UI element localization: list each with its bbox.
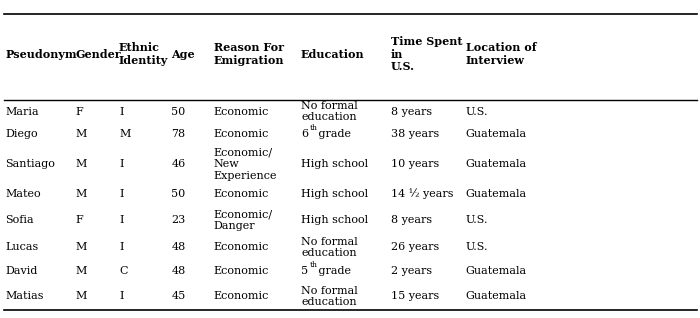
Text: Economic: Economic: [214, 242, 269, 252]
Text: M: M: [76, 266, 87, 276]
Text: Education: Education: [301, 49, 365, 59]
Text: F: F: [76, 215, 83, 225]
Text: Reason For
Emigration: Reason For Emigration: [214, 42, 284, 66]
Text: Gender: Gender: [76, 49, 121, 59]
Text: 6: 6: [301, 129, 308, 139]
Text: Guatemala: Guatemala: [466, 189, 526, 199]
Text: 46: 46: [172, 159, 186, 169]
Text: 50: 50: [172, 107, 186, 117]
Text: 26 years: 26 years: [391, 242, 439, 252]
Text: M: M: [76, 189, 87, 199]
Text: 23: 23: [172, 215, 186, 225]
Text: M: M: [76, 129, 87, 139]
Text: 15 years: 15 years: [391, 291, 439, 301]
Text: U.S.: U.S.: [466, 107, 488, 117]
Text: 5: 5: [301, 266, 308, 276]
Text: Guatemala: Guatemala: [466, 266, 526, 276]
Text: M: M: [76, 242, 87, 252]
Text: M: M: [119, 129, 130, 139]
Text: Age: Age: [172, 49, 195, 59]
Text: I: I: [119, 215, 123, 225]
Text: I: I: [119, 242, 123, 252]
Text: No formal
education: No formal education: [301, 286, 358, 307]
Text: Economic: Economic: [214, 129, 269, 139]
Text: High school: High school: [301, 215, 368, 225]
Text: High school: High school: [301, 189, 368, 199]
Text: Economic: Economic: [214, 291, 269, 301]
Text: I: I: [119, 107, 123, 117]
Text: grade: grade: [315, 266, 351, 276]
Text: U.S.: U.S.: [466, 215, 488, 225]
Text: 48: 48: [172, 266, 186, 276]
Text: Economic/
Danger: Economic/ Danger: [214, 209, 272, 231]
Text: David: David: [6, 266, 38, 276]
Text: Economic: Economic: [214, 189, 269, 199]
Text: Matias: Matias: [6, 291, 44, 301]
Text: Economic: Economic: [214, 107, 269, 117]
Text: I: I: [119, 159, 123, 169]
Text: Economic/
New
Experience: Economic/ New Experience: [214, 148, 277, 181]
Text: M: M: [76, 159, 87, 169]
Text: 8 years: 8 years: [391, 107, 432, 117]
Text: 78: 78: [172, 129, 186, 139]
Text: Diego: Diego: [6, 129, 38, 139]
Text: I: I: [119, 189, 123, 199]
Text: F: F: [76, 107, 83, 117]
Text: C: C: [119, 266, 127, 276]
Text: Sofia: Sofia: [6, 215, 34, 225]
Text: No formal
education: No formal education: [301, 101, 358, 122]
Text: Location of
Interview: Location of Interview: [466, 42, 536, 66]
Text: High school: High school: [301, 159, 368, 169]
Text: Economic: Economic: [214, 266, 269, 276]
Text: I: I: [119, 291, 123, 301]
Text: 8 years: 8 years: [391, 215, 432, 225]
Text: th: th: [309, 261, 317, 269]
Text: Maria: Maria: [6, 107, 39, 117]
Text: Time Spent
in
U.S.: Time Spent in U.S.: [391, 36, 462, 73]
Text: 14 ½ years: 14 ½ years: [391, 188, 453, 199]
Text: U.S.: U.S.: [466, 242, 488, 252]
Text: No formal
education: No formal education: [301, 237, 358, 258]
Text: 48: 48: [172, 242, 186, 252]
Text: 2 years: 2 years: [391, 266, 432, 276]
Text: Guatemala: Guatemala: [466, 291, 526, 301]
Text: 10 years: 10 years: [391, 159, 439, 169]
Text: grade: grade: [315, 129, 351, 139]
Text: Ethnic
Identity: Ethnic Identity: [119, 42, 169, 66]
Text: 45: 45: [172, 291, 186, 301]
Text: Guatemala: Guatemala: [466, 129, 526, 139]
Text: Pseudonym: Pseudonym: [6, 49, 77, 59]
Text: Guatemala: Guatemala: [466, 159, 526, 169]
Text: th: th: [309, 124, 317, 132]
Text: M: M: [76, 291, 87, 301]
Text: Mateo: Mateo: [6, 189, 41, 199]
Text: Santiago: Santiago: [6, 159, 55, 169]
Text: Lucas: Lucas: [6, 242, 39, 252]
Text: 50: 50: [172, 189, 186, 199]
Text: 38 years: 38 years: [391, 129, 439, 139]
